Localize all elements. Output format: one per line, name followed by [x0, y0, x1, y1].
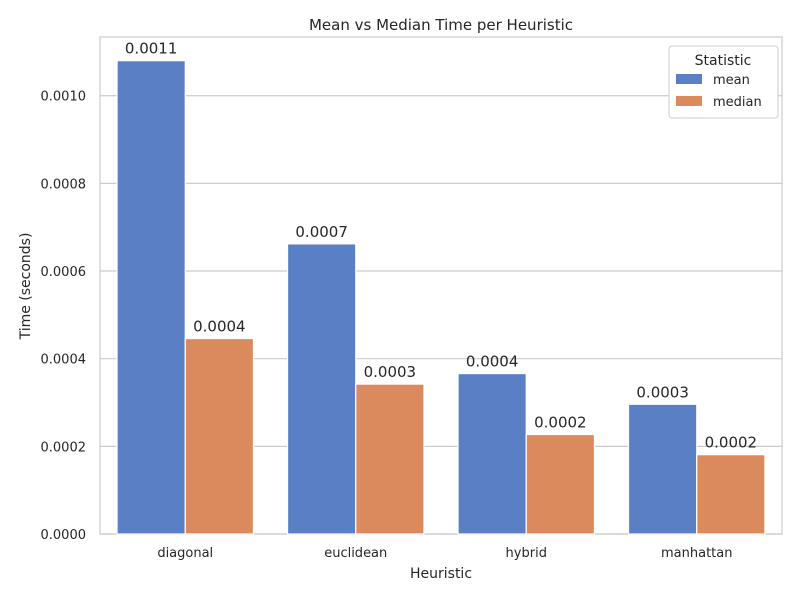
y-tick-label: 0.0004	[41, 353, 87, 368]
bar-mean-manhattan	[627, 403, 698, 535]
chart-title: Mean vs Median Time per Heuristic	[309, 16, 573, 34]
x-tick-label: diagonal	[157, 546, 213, 561]
bar-labels: 0.0011 0.0004 0.0007 0.0003 0.0004 0.0002 0.00…	[125, 40, 757, 452]
bar-median-manhattan	[696, 454, 766, 535]
bar-median-hybrid	[525, 433, 596, 535]
legend: Statistic mean median	[668, 45, 779, 119]
bar-value-label: 0.0004	[466, 353, 519, 371]
bar-value-label: 0.0007	[295, 223, 348, 241]
legend-swatch-median	[676, 96, 702, 106]
x-tick-label: hybrid	[506, 546, 547, 561]
bar-value-label: 0.0003	[636, 383, 689, 401]
bar-value-label: 0.0002	[705, 434, 758, 452]
bar-mean-diagonal	[116, 60, 186, 535]
legend-swatch-mean	[676, 74, 702, 84]
legend-title: Statistic	[695, 53, 752, 69]
bar-value-label: 0.0003	[364, 363, 417, 381]
bar-mean-hybrid	[457, 372, 527, 535]
x-axis-title: Heuristic	[410, 566, 472, 582]
bars	[116, 60, 766, 535]
y-tick-label: 0.0000	[41, 528, 87, 543]
bar-median-diagonal	[184, 337, 255, 535]
bar-median-euclidean	[355, 383, 425, 535]
x-tick-label: manhattan	[661, 546, 732, 561]
x-axis-ticks: diagonal euclidean hybrid manhattan	[157, 546, 732, 561]
y-tick-label: 0.0006	[41, 265, 87, 280]
y-tick-label: 0.0010	[41, 90, 87, 105]
bar-value-label: 0.0002	[534, 414, 587, 432]
bar-value-label: 0.0011	[125, 40, 178, 58]
y-tick-label: 0.0008	[41, 177, 87, 192]
y-axis-title: Time (seconds)	[18, 233, 34, 341]
bar-mean-euclidean	[286, 243, 357, 535]
x-tick-label: euclidean	[324, 546, 387, 561]
y-axis-ticks: 0.0000 0.0002 0.0004 0.0006 0.0008 0.0010	[41, 90, 87, 543]
bar-value-label: 0.0004	[193, 318, 246, 336]
legend-label-median: median	[713, 95, 762, 110]
legend-label-mean: mean	[713, 73, 750, 88]
y-tick-label: 0.0002	[41, 440, 87, 455]
